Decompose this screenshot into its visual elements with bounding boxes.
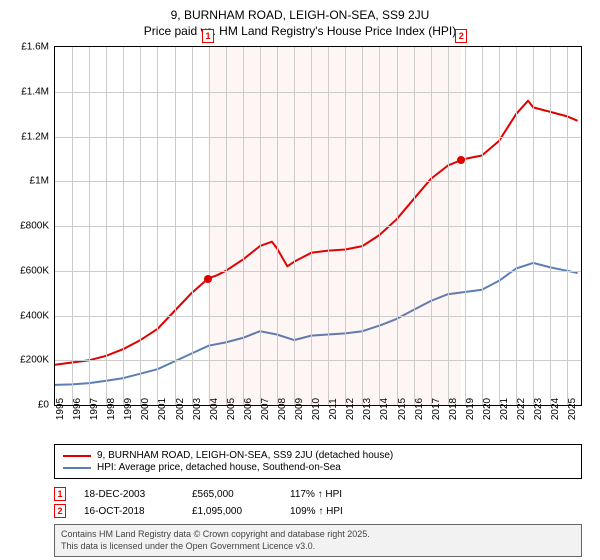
- footer-line: This data is licensed under the Open Gov…: [61, 541, 575, 553]
- sale-point-dot: [204, 275, 212, 283]
- footer-line: Contains HM Land Registry data © Crown c…: [61, 529, 575, 541]
- legend-label: HPI: Average price, detached house, Sout…: [97, 462, 341, 473]
- y-tick-label: £400K: [20, 310, 49, 321]
- sale-point-marker: 2: [455, 29, 467, 43]
- y-tick-label: £200K: [20, 355, 49, 366]
- sale-row: 2 16-OCT-2018 £1,095,000 109% ↑ HPI: [54, 504, 582, 518]
- chart-title: 9, BURNHAM ROAD, LEIGH-ON-SEA, SS9 2JU P…: [12, 8, 588, 38]
- sale-price: £565,000: [192, 489, 272, 500]
- sale-point-marker: 1: [202, 29, 214, 43]
- footer-attribution: Contains HM Land Registry data © Crown c…: [54, 524, 582, 557]
- legend: 9, BURNHAM ROAD, LEIGH-ON-SEA, SS9 2JU (…: [54, 444, 582, 479]
- sale-marker: 1: [54, 487, 66, 501]
- sales-list: 1 18-DEC-2003 £565,000 117% ↑ HPI 2 16-O…: [54, 487, 582, 518]
- legend-swatch: [63, 455, 91, 457]
- legend-row: 9, BURNHAM ROAD, LEIGH-ON-SEA, SS9 2JU (…: [63, 450, 573, 461]
- sale-point-dot: [457, 156, 465, 164]
- y-tick-label: £600K: [20, 265, 49, 276]
- sale-hpi: 109% ↑ HPI: [290, 506, 343, 517]
- price-chart-panel: 9, BURNHAM ROAD, LEIGH-ON-SEA, SS9 2JU P…: [0, 0, 600, 560]
- y-tick-label: £0: [38, 400, 49, 411]
- legend-label: 9, BURNHAM ROAD, LEIGH-ON-SEA, SS9 2JU (…: [97, 450, 393, 461]
- y-tick-label: £1.6M: [21, 42, 49, 53]
- sale-date: 16-OCT-2018: [84, 506, 174, 517]
- title-subtitle: Price paid vs. HM Land Registry's House …: [12, 24, 588, 38]
- y-axis-labels: £0£200K£400K£600K£800K£1M£1.2M£1.4M£1.6M: [11, 47, 51, 405]
- x-axis-labels: 1995199619971998199920002001200220032004…: [55, 407, 581, 437]
- legend-swatch: [63, 467, 91, 469]
- y-tick-label: £1M: [30, 176, 49, 187]
- sale-marker: 2: [54, 504, 66, 518]
- y-tick-label: £1.4M: [21, 86, 49, 97]
- sale-hpi: 117% ↑ HPI: [290, 489, 342, 500]
- title-address: 9, BURNHAM ROAD, LEIGH-ON-SEA, SS9 2JU: [12, 8, 588, 22]
- y-tick-label: £800K: [20, 221, 49, 232]
- sale-price: £1,095,000: [192, 506, 272, 517]
- legend-row: HPI: Average price, detached house, Sout…: [63, 462, 573, 473]
- plot-area: £0£200K£400K£600K£800K£1M£1.2M£1.4M£1.6M…: [54, 46, 582, 406]
- sale-row: 1 18-DEC-2003 £565,000 117% ↑ HPI: [54, 487, 582, 501]
- sale-date: 18-DEC-2003: [84, 489, 174, 500]
- y-tick-label: £1.2M: [21, 131, 49, 142]
